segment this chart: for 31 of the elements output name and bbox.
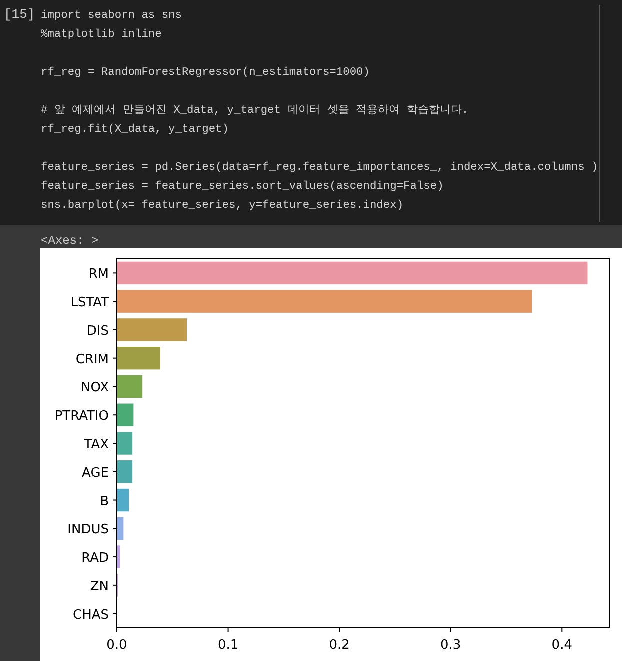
y-tick-label: PTRATIO — [54, 409, 109, 424]
text: [15] — [4, 7, 36, 22]
y-tick-label: NOX — [80, 380, 110, 396]
y-tick-label: DIS — [86, 324, 109, 339]
x-tick-label: 0.3 — [440, 638, 462, 653]
bar — [117, 432, 133, 455]
y-tick-label: INDUS — [68, 522, 109, 538]
y-tick-label: ZN — [90, 579, 109, 594]
bar — [117, 404, 134, 426]
text: <Axes: > — [41, 234, 99, 248]
x-tick-label: 0.0 — [106, 638, 128, 653]
code: import seaborn as sns %matplotlib inline rf_reg = RandomForestRegressor(n_estimators=1000) # 앞 예제에서 만들어진 X_data, y_target 데이터 셋을 적용하여 학습합니다. rf_reg.fit(X_data, y_target) feature_series = pd.Series(data=rf_reg.feature_importances_, index=X_data.columns ) feature_series = feature_series.sort_values(ascending=False) sns.barplot(x= feature_series, y=feature_series.index) — [41, 10, 598, 212]
x-tick-label: 0.1 — [218, 638, 239, 653]
y-tick-label: TAX — [83, 438, 110, 452]
x-tick-label: 0.4 — [552, 638, 572, 653]
y-tick-label: CHAS — [73, 608, 109, 623]
bar — [117, 488, 130, 512]
bar — [117, 262, 588, 285]
y-tick-label: B — [100, 494, 109, 510]
bar — [117, 375, 143, 398]
y-tick-label: AGE — [82, 466, 109, 481]
bar — [117, 318, 188, 342]
x-tick-label: 0.2 — [329, 638, 350, 653]
y-tick-label: CRIM — [76, 352, 109, 368]
bar — [117, 546, 120, 568]
y-tick-label: LSTAT — [70, 296, 110, 311]
bar — [117, 460, 133, 484]
y-tick-label: RAD — [82, 551, 109, 566]
y-tick-label: RM — [88, 267, 109, 282]
bar — [117, 346, 160, 370]
bar — [117, 290, 532, 313]
